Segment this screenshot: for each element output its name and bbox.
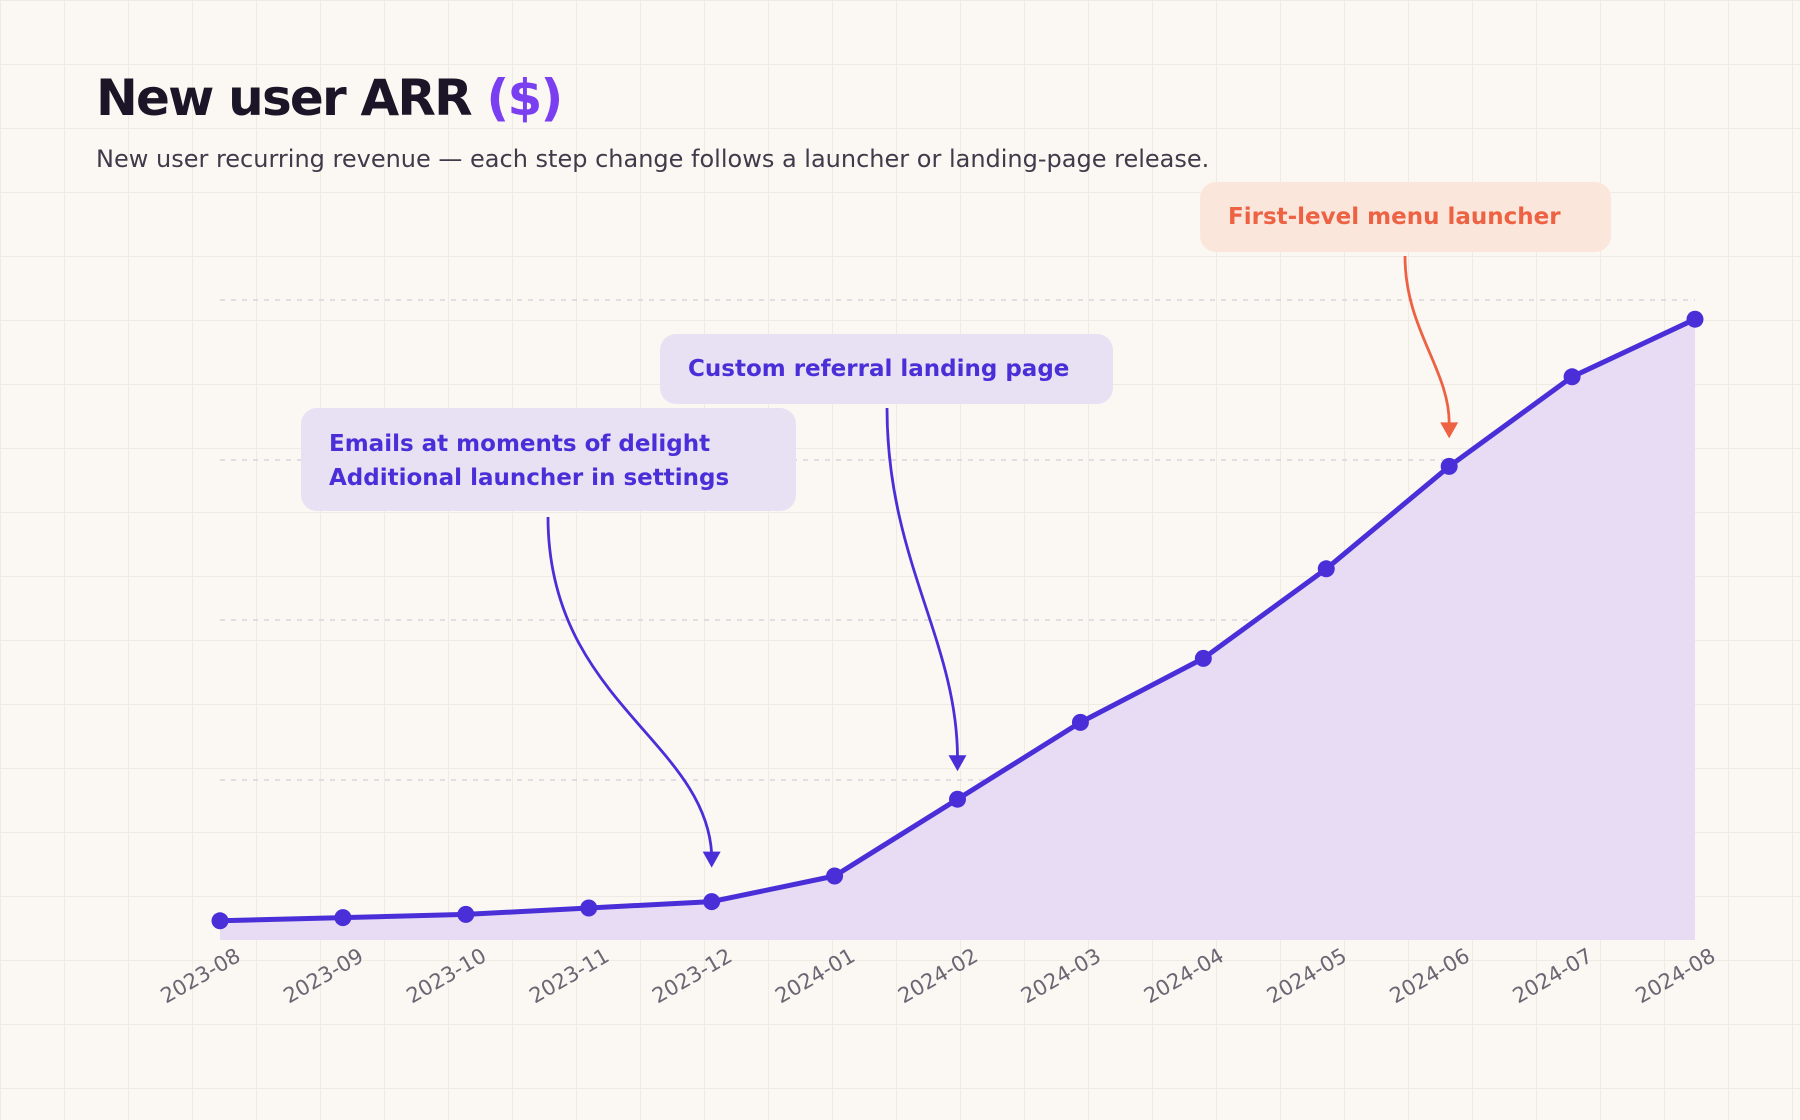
- x-tick-label: 2023-10: [402, 944, 490, 1009]
- x-tick-label: 2024-03: [1017, 944, 1105, 1009]
- annotation-emails-line-1: Emails at moments of delight: [329, 431, 711, 457]
- annotation-arrowhead-2: [948, 755, 967, 772]
- annotation-arrow-2: [885, 407, 959, 758]
- x-tick-label: 2024-01: [771, 944, 859, 1009]
- data-point-2024-07: [1563, 368, 1581, 386]
- x-tick-label: 2024-04: [1140, 944, 1228, 1009]
- chart-title: New user ARR ($): [96, 62, 563, 134]
- x-tick-label: 2023-09: [279, 944, 367, 1009]
- annotation-referral-landing-page: Custom referral landing page: [660, 334, 1113, 404]
- x-tick-label: 2023-12: [648, 944, 736, 1009]
- x-tick-label: 2024-06: [1386, 944, 1474, 1009]
- x-tick-label: 2024-07: [1509, 944, 1597, 1009]
- data-point-2023-10: [457, 905, 475, 923]
- annotation-emails-line-2: Additional launcher in settings: [329, 465, 730, 491]
- data-point-2023-11: [580, 899, 598, 917]
- x-tick-label: 2024-02: [894, 944, 982, 1009]
- chart-subtitle: New user recurring revenue — each step c…: [96, 145, 1210, 173]
- annotation-first-level-menu-launcher: First-level menu launcher: [1200, 182, 1611, 252]
- chart-title-unit: ($): [486, 69, 563, 127]
- x-tick-label: 2023-08: [157, 944, 245, 1009]
- chart-title-text: New user ARR: [96, 69, 473, 127]
- data-point-2023-08: [211, 912, 229, 930]
- data-point-2024-02: [949, 790, 966, 808]
- annotation-arrowhead-1: [702, 851, 721, 868]
- x-axis-tick-labels: 2023-08 2023-09 2023-10 2023-11 2023-12 2024-…: [157, 944, 1720, 1009]
- data-point-2024-03: [1071, 713, 1089, 731]
- data-point-2024-01: [826, 867, 844, 885]
- x-tick-label: 2023-11: [525, 944, 613, 1009]
- annotation-menu-launcher-text: First-level menu launcher: [1228, 204, 1561, 230]
- data-point-2024-04: [1194, 649, 1212, 667]
- data-point-2023-12: [703, 893, 721, 911]
- annotation-arrows: [546, 255, 1459, 868]
- annotation-arrow-3: [1403, 255, 1451, 425]
- x-tick-label: 2024-05: [1263, 944, 1351, 1009]
- data-point-2024-05: [1317, 560, 1335, 578]
- annotation-emails-launcher: Emails at moments of delight Additional …: [301, 408, 796, 511]
- data-point-2024-06: [1440, 457, 1458, 475]
- x-tick-label: 2024-08: [1632, 944, 1720, 1009]
- annotation-arrowhead-3: [1440, 422, 1459, 439]
- data-points: [211, 310, 1704, 930]
- data-point-2023-09: [334, 909, 352, 927]
- annotation-arrow-1: [546, 516, 714, 854]
- arr-area-fill: [220, 319, 1695, 940]
- data-point-2024-08: [1686, 310, 1704, 328]
- annotation-referral-text: Custom referral landing page: [688, 356, 1070, 382]
